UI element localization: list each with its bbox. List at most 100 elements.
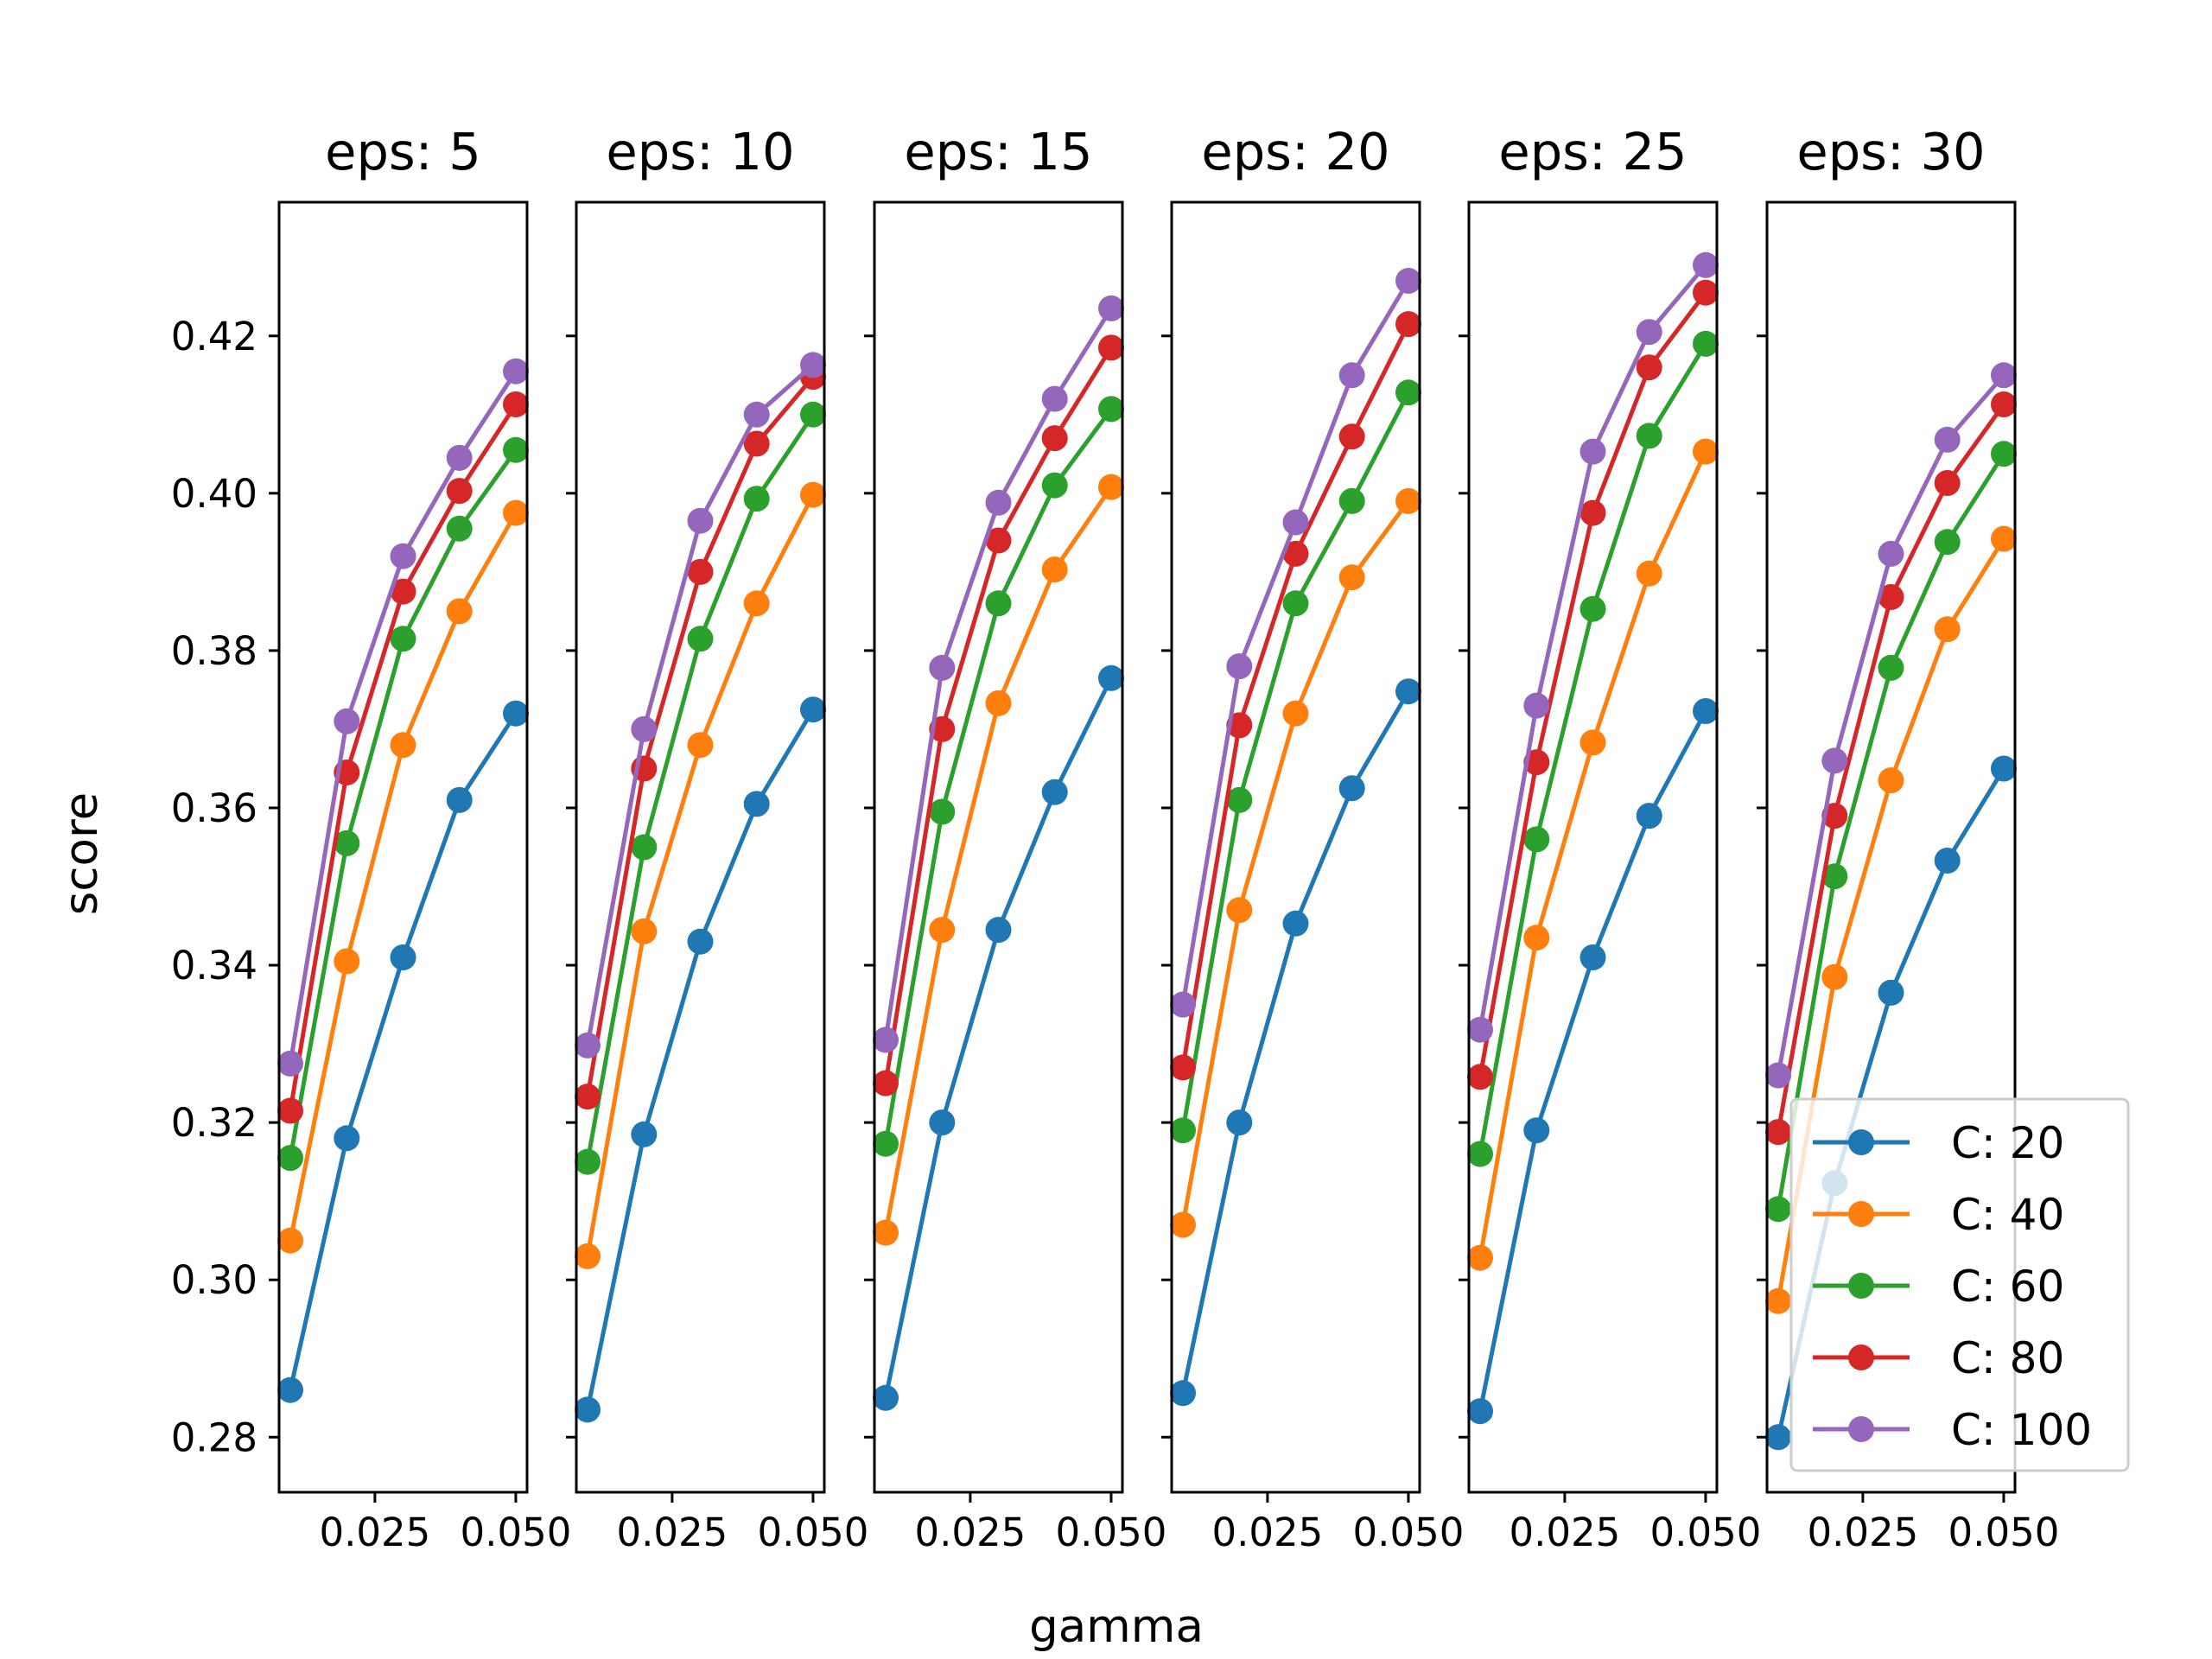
- data-point: [929, 654, 956, 681]
- data-point: [1991, 525, 2017, 552]
- legend-marker: [1848, 1201, 1874, 1227]
- axes-frame: [873, 200, 1124, 1494]
- data-point: [873, 1070, 899, 1096]
- x-tick-label: 0.025: [616, 1510, 728, 1555]
- x-tick-label: 0.025: [914, 1510, 1026, 1555]
- y-tick-label: 0.40: [171, 471, 257, 517]
- panel: 0.025 0.050 eps: 15: [864, 122, 1166, 1555]
- panel: 0.025 0.050 eps: 5: [269, 122, 571, 1555]
- y-tick-label: 0.28: [171, 1414, 257, 1460]
- data-point: [1878, 540, 1904, 567]
- x-tick-label: 0.025: [1211, 1510, 1323, 1555]
- data-point: [1338, 423, 1365, 450]
- data-point: [390, 732, 416, 759]
- data-point: [1580, 944, 1606, 970]
- data-point: [1395, 379, 1421, 406]
- x-tick-label: 0.050: [1650, 1510, 1762, 1555]
- legend-label: C: 60: [1951, 1262, 2064, 1312]
- data-point: [1878, 654, 1904, 681]
- data-point: [1934, 470, 1961, 496]
- y-tick-label: 0.36: [171, 785, 257, 831]
- y-axis-label: score: [55, 792, 108, 915]
- data-point: [873, 1027, 899, 1053]
- y-tick-label: 0.38: [171, 628, 257, 674]
- data-point: [631, 715, 658, 742]
- data-point: [1467, 1398, 1493, 1425]
- data-point: [1821, 863, 1848, 890]
- data-point: [687, 732, 714, 759]
- data-point: [800, 696, 826, 723]
- data-point: [929, 1109, 956, 1136]
- legend-item: C: 40: [1813, 1190, 2064, 1240]
- axes-frame: [1170, 200, 1421, 1494]
- legend-label: C: 80: [1951, 1333, 2064, 1383]
- data-point: [1338, 564, 1365, 591]
- data-point: [1580, 499, 1606, 526]
- axes-frame: [575, 200, 826, 1494]
- data-point: [277, 1227, 303, 1254]
- data-point: [873, 1384, 899, 1411]
- data-point: [743, 486, 770, 512]
- data-point: [1693, 279, 1719, 306]
- data-point: [1467, 1064, 1493, 1090]
- data-point: [1098, 474, 1124, 500]
- data-point: [1395, 487, 1421, 514]
- data-point: [390, 578, 416, 605]
- data-point: [1226, 712, 1253, 739]
- data-point: [1098, 664, 1124, 691]
- data-point: [1878, 584, 1904, 610]
- data-point: [1934, 529, 1961, 556]
- data-point: [1523, 692, 1550, 719]
- legend-marker: [1848, 1344, 1874, 1370]
- data-point: [631, 834, 658, 861]
- data-point: [631, 1121, 658, 1147]
- data-point: [1467, 1141, 1493, 1167]
- data-point: [1523, 749, 1550, 776]
- data-point: [503, 358, 529, 385]
- data-point: [1170, 1054, 1196, 1081]
- x-tick-label: 0.025: [319, 1510, 430, 1555]
- data-point: [1467, 1016, 1493, 1043]
- data-point: [1282, 540, 1309, 567]
- legend-label: C: 100: [1951, 1405, 2092, 1455]
- data-point: [575, 1032, 601, 1058]
- data-point: [1765, 1287, 1791, 1314]
- data-point: [1693, 251, 1719, 278]
- data-point: [1282, 509, 1309, 536]
- plot-area: [576, 202, 824, 1492]
- axes-frame: [1765, 200, 2017, 1494]
- data-point: [687, 507, 714, 534]
- data-point: [1041, 385, 1068, 412]
- data-point: [929, 917, 956, 944]
- y-axis-ticks: 0.28 0.30 0.32 0.34 0.36 0.38 0.40 0.42: [171, 314, 257, 1461]
- data-point: [1693, 698, 1719, 724]
- data-point: [1395, 678, 1421, 705]
- data-point: [1821, 747, 1848, 774]
- legend-label: C: 40: [1951, 1190, 2064, 1240]
- data-point: [1636, 423, 1662, 449]
- x-axis-label: gamma: [1029, 1600, 1204, 1653]
- data-point: [1636, 319, 1662, 346]
- y-tick-label: 0.42: [171, 314, 257, 359]
- data-point: [277, 1097, 303, 1124]
- data-point: [1580, 729, 1606, 756]
- data-point: [985, 489, 1012, 516]
- axes-frame: [277, 200, 529, 1494]
- panel-title: eps: 30: [1796, 122, 1985, 181]
- data-point: [631, 918, 658, 944]
- data-point: [503, 436, 529, 463]
- data-point: [1523, 826, 1550, 853]
- legend-item: C: 60: [1813, 1262, 2064, 1312]
- data-point: [743, 791, 770, 817]
- data-point: [1395, 311, 1421, 338]
- data-point: [1170, 991, 1196, 1018]
- data-point: [873, 1130, 899, 1157]
- x-tick-label: 0.050: [1353, 1510, 1465, 1555]
- data-point: [800, 481, 826, 508]
- data-point: [1636, 354, 1662, 381]
- legend-item: C: 80: [1813, 1333, 2064, 1383]
- data-point: [446, 515, 473, 542]
- data-point: [1338, 775, 1365, 802]
- data-point: [1765, 1196, 1791, 1223]
